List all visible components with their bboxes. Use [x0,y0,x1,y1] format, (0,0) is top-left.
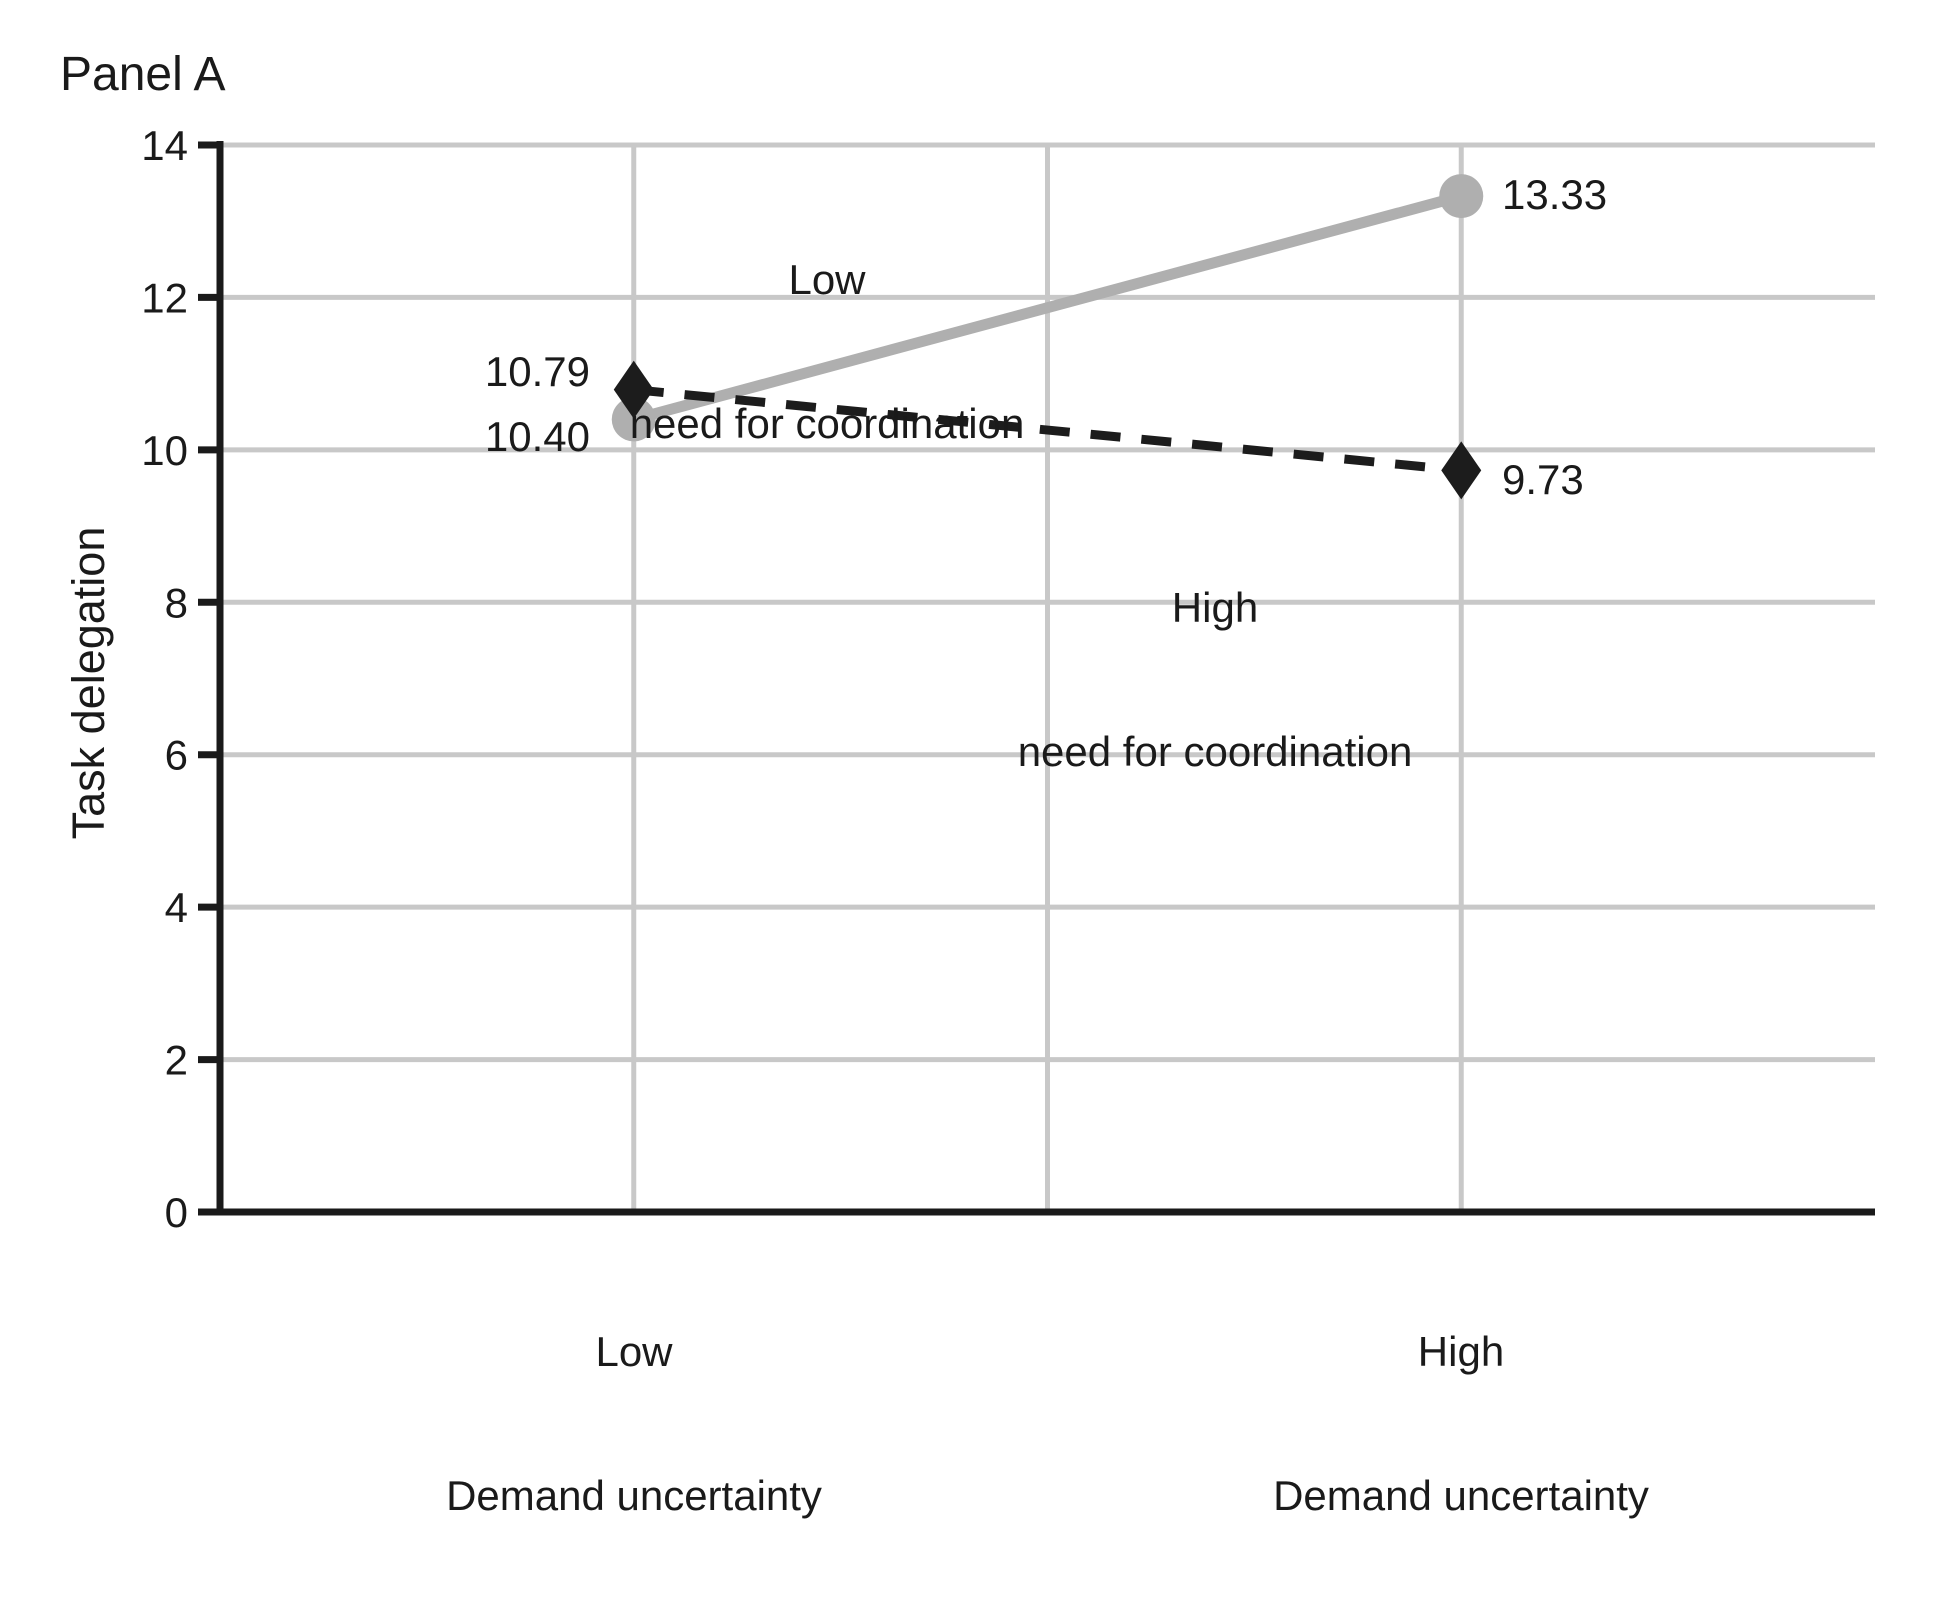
y-tick-label: 4 [165,884,188,931]
diamond-marker [1441,441,1482,500]
data-label-low-coord-high-uncertainty: 13.33 [1502,171,1608,218]
circle-marker [1439,174,1484,219]
x-tick-label-high-demand-uncertainty: High Demand uncertainty [1273,1232,1649,1616]
y-tick-label: 6 [165,732,188,779]
x-tick-line-2: Demand uncertainty [446,1472,822,1519]
data-label-high-coord-low-uncertainty: 10.79 [484,348,590,395]
x-tick-line-2: Demand uncertainty [1273,1472,1649,1519]
data-label-low-coord-low-uncertainty: 10.40 [484,413,590,460]
y-tick-label: 14 [141,122,188,169]
y-tick-label: 2 [165,1037,188,1084]
series-line-low-coordination [632,190,1463,425]
y-tick-label: 0 [165,1189,188,1236]
series-line-high-coordination [633,385,1462,475]
annotation-line-2: need for coordination [1017,728,1413,775]
x-tick-label-low-demand-uncertainty: Low Demand uncertainty [446,1232,822,1616]
circle-marker [611,397,656,442]
interaction-plot-panel-a: 0 2 4 6 8 10 12 14 Panel A Task delegation 10.7… [60,48,1875,1519]
line-chart-canvas: 0 2 4 6 8 10 12 14 [141,122,1875,1236]
x-tick-line-1: High [1417,1328,1505,1375]
y-axis-title: Task delegation [63,526,114,840]
y-tick-label: 10 [141,427,188,474]
y-tick-label: 8 [165,579,188,626]
panel-title: Panel A [60,48,226,101]
diamond-marker [613,360,654,419]
annotation-high-need-for-coordination: High need for coordination [1018,488,1413,872]
annotation-line-1: High [1171,584,1259,631]
annotation-line-1: Low [788,256,866,303]
x-tick-line-1: Low [595,1328,673,1375]
data-label-high-coord-high-uncertainty: 9.73 [1502,456,1584,503]
annotation-line-2: need for coordination [629,400,1025,447]
y-tick-label: 12 [141,274,188,321]
annotation-low-need-for-coordination: Low need for coordination [630,160,1025,544]
